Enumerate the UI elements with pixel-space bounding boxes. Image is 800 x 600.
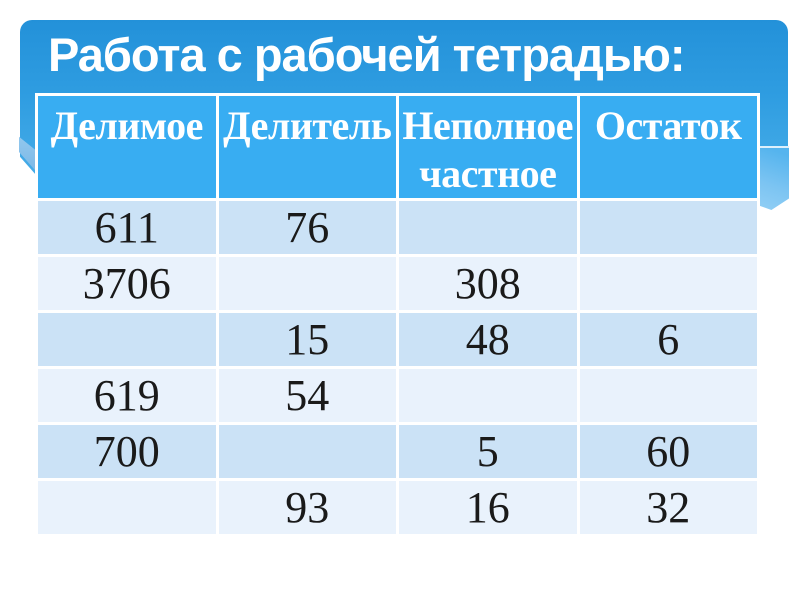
table-cell: 3706 <box>35 254 219 313</box>
table-row: 611 76 <box>35 198 760 257</box>
table-cell: 619 <box>35 366 219 425</box>
col-header-partial-quotient: Неполное частное <box>396 93 580 201</box>
table-row: 93 16 32 <box>35 478 760 537</box>
table-cell: 60 <box>576 422 760 481</box>
table-cell: 32 <box>576 478 760 537</box>
table-cell: 76 <box>215 198 399 257</box>
table-cell <box>576 198 760 257</box>
worksheet-table: Делимое Делитель Неполное частное Остато… <box>35 93 760 537</box>
page-title: Работа с рабочей тетрадью: <box>48 28 686 81</box>
table-cell: 5 <box>396 422 580 481</box>
banner-fold-right <box>757 146 789 210</box>
table-cell: 48 <box>396 310 580 369</box>
table-cell: 308 <box>396 254 580 313</box>
table-header-row: Делимое Делитель Неполное частное Остато… <box>35 93 760 201</box>
table-cell: 93 <box>215 478 399 537</box>
table-cell <box>576 254 760 313</box>
col-header-dividend: Делимое <box>35 93 219 201</box>
table-row: 619 54 <box>35 366 760 425</box>
table-row: 3706 308 <box>35 254 760 313</box>
table-row: 700 5 60 <box>35 422 760 481</box>
table-cell <box>35 478 219 537</box>
table-cell: 54 <box>215 366 399 425</box>
col-header-divisor: Делитель <box>215 93 399 201</box>
table-cell: 6 <box>576 310 760 369</box>
table-cell: 700 <box>35 422 219 481</box>
table-cell: 611 <box>35 198 219 257</box>
table-cell <box>215 254 399 313</box>
table-cell <box>576 366 760 425</box>
table-cell <box>215 422 399 481</box>
table-cell <box>35 310 219 369</box>
col-header-remainder: Остаток <box>576 93 760 201</box>
table-cell <box>396 366 580 425</box>
table-row: 15 48 6 <box>35 310 760 369</box>
table-cell: 15 <box>215 310 399 369</box>
table-cell <box>396 198 580 257</box>
table-cell: 16 <box>396 478 580 537</box>
